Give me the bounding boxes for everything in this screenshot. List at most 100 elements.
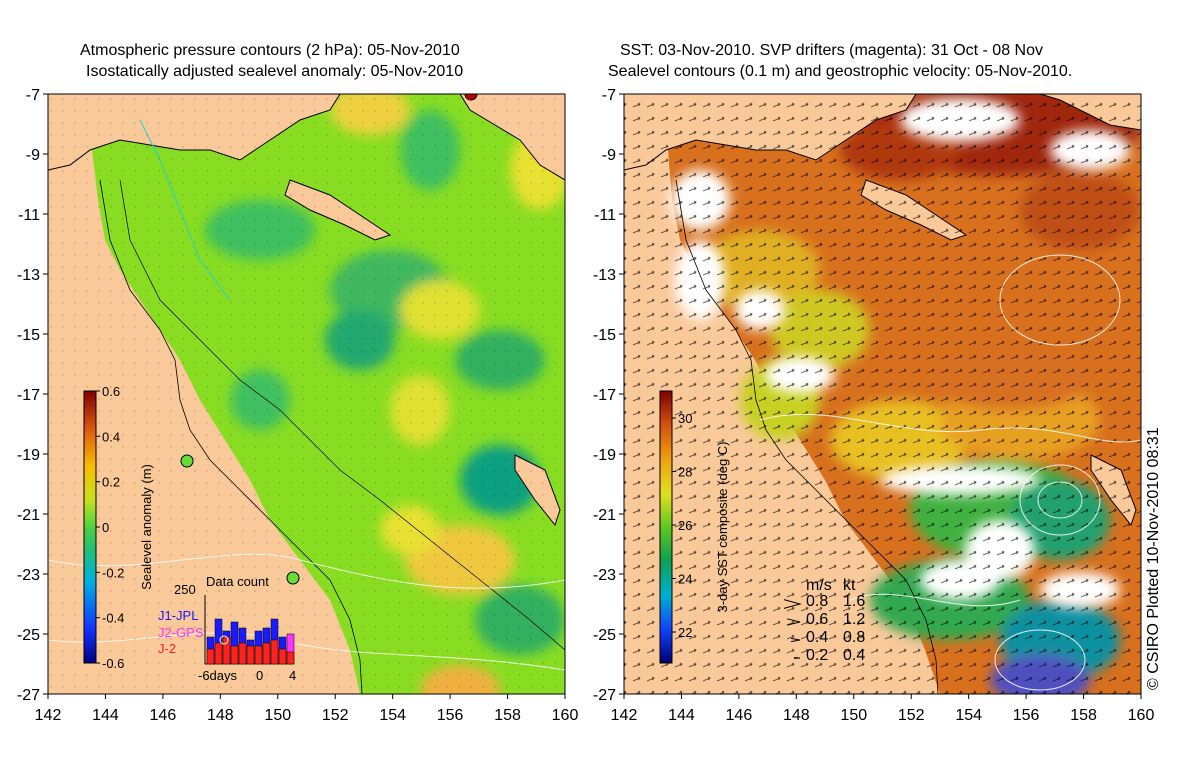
y-tick-label: -13 bbox=[17, 267, 40, 284]
velocity-key-arrow bbox=[793, 657, 801, 659]
data-count-bar-j2 bbox=[206, 648, 215, 665]
right-y-axis: -7 -9 -11 -13 -15 -17 -19 -21 -23 -25 -27 bbox=[593, 87, 624, 704]
y-tick-label: -17 bbox=[593, 387, 616, 404]
right-x-axis: 142 144 146 148 150 152 154 156 158 160 bbox=[611, 694, 1155, 724]
data-count-title: Data count bbox=[206, 574, 269, 589]
right-colorbar-label: 3-day SST composite (deg C) bbox=[715, 442, 730, 613]
x-tick-label: 156 bbox=[437, 707, 464, 724]
colorbar-tick-label: 30 bbox=[678, 411, 692, 426]
data-count-axis-start: -6days bbox=[198, 668, 238, 683]
velocity-key: m/s kt 0.8 1.60.6 1.20.4 0.80.2 0.4 bbox=[783, 577, 865, 664]
colorbar-tick-label: 28 bbox=[678, 465, 692, 480]
y-tick-label: -7 bbox=[602, 87, 616, 104]
left-title-line1: Atmospheric pressure contours (2 hPa): 0… bbox=[80, 42, 460, 59]
y-tick-label: -21 bbox=[593, 507, 616, 524]
data-count-max: 250 bbox=[174, 582, 196, 597]
velocity-key-ms-header: m/s bbox=[806, 577, 832, 594]
y-tick-label: -11 bbox=[594, 207, 616, 224]
left-colorbar bbox=[83, 390, 97, 664]
x-tick-label: 158 bbox=[1070, 707, 1097, 724]
y-tick-label: -7 bbox=[26, 87, 40, 104]
x-tick-label: 144 bbox=[668, 707, 695, 724]
velocity-key-kt-header: kt bbox=[843, 577, 856, 594]
data-count-bar-j2 bbox=[246, 645, 255, 665]
y-tick-label: -19 bbox=[593, 447, 616, 464]
y-tick-label: -13 bbox=[593, 267, 616, 284]
x-tick-label: 152 bbox=[898, 707, 925, 724]
x-tick-label: 146 bbox=[726, 707, 753, 724]
x-tick-label: 142 bbox=[611, 707, 638, 724]
data-count-legend-j: J-2 bbox=[158, 641, 176, 656]
right-title-line1: SST: 03-Nov-2010. SVP drifters (magenta)… bbox=[620, 42, 1043, 59]
right-colorbar bbox=[659, 390, 673, 664]
colorbar-tick-label: 0.4 bbox=[102, 429, 120, 444]
left-drifter-marker bbox=[464, 94, 478, 101]
x-tick-label: 152 bbox=[322, 707, 349, 724]
velocity-key-kt: 0.8 bbox=[843, 629, 865, 646]
y-tick-label: -19 bbox=[17, 447, 40, 464]
y-tick-label: -21 bbox=[17, 507, 40, 524]
velocity-key-kt: 0.4 bbox=[843, 647, 865, 664]
left-colorbar-label: Sealevel anomaly (m) bbox=[139, 464, 154, 590]
velocity-key-arrow bbox=[783, 599, 802, 609]
y-tick-label: -11 bbox=[18, 207, 40, 224]
velocity-key-ms: 0.2 bbox=[806, 647, 828, 664]
colorbar-tick-label: -0.2 bbox=[102, 565, 124, 580]
y-tick-label: -15 bbox=[593, 327, 616, 344]
right-sealevel-contours bbox=[759, 254, 1141, 691]
y-tick-label: -23 bbox=[593, 567, 616, 584]
data-count-bar-j2-overlay bbox=[286, 651, 295, 665]
y-tick-label: -27 bbox=[17, 687, 40, 704]
x-tick-label: 154 bbox=[379, 707, 406, 724]
left-dots bbox=[48, 94, 565, 694]
colorbar-tick-label: 0.6 bbox=[102, 384, 120, 399]
velocity-key-ms: 0.6 bbox=[806, 611, 828, 628]
x-tick-label: 148 bbox=[207, 707, 234, 724]
left-y-axis: -7 -9 -11 -13 -15 -17 -19 -21 -23 -25 -27 bbox=[17, 87, 48, 704]
x-tick-label: 142 bbox=[35, 707, 62, 724]
data-count-bar-j2 bbox=[278, 648, 287, 665]
right-velocity-arrows bbox=[624, 94, 1141, 694]
colorbar-tick-label: -0.4 bbox=[102, 611, 124, 626]
x-tick-label: 160 bbox=[552, 707, 579, 724]
y-tick-label: -15 bbox=[17, 327, 40, 344]
colorbar-tick-label: -0.6 bbox=[102, 656, 124, 671]
velocity-key-arrow bbox=[790, 637, 801, 643]
colorbar-tick-label: 24 bbox=[678, 572, 692, 587]
data-count-bar-j2 bbox=[214, 642, 223, 665]
colorbar-tick-label: 26 bbox=[678, 518, 692, 533]
left-title-line2: Isostatically adjusted sealevel anomaly:… bbox=[86, 63, 464, 80]
colorbar-tick-label: 22 bbox=[678, 625, 692, 640]
data-count-bar-j2 bbox=[238, 642, 247, 665]
data-count-axis-end: 4 bbox=[289, 668, 296, 683]
x-tick-label: 156 bbox=[1013, 707, 1040, 724]
data-count-circle bbox=[219, 635, 229, 645]
velocity-key-ms: 0.8 bbox=[806, 593, 828, 610]
data-count-inset: 250 Data count J1-JPL J2-GPS J-2 -6days … bbox=[158, 574, 296, 683]
data-count-bar-j2 bbox=[262, 642, 271, 665]
data-count-bar-j2 bbox=[270, 639, 279, 665]
x-tick-label: 144 bbox=[92, 707, 119, 724]
data-count-legend-j1: J1-JPL bbox=[158, 608, 198, 623]
colorbar-tick-label: 0.2 bbox=[102, 475, 120, 490]
data-count-legend-j2: J2-GPS bbox=[158, 625, 204, 640]
left-map bbox=[48, 94, 565, 694]
credit-text: © CSIRO Plotted 10-Nov-2010 08:31 bbox=[1145, 427, 1162, 690]
x-tick-label: 158 bbox=[494, 707, 521, 724]
data-count-bar-j2 bbox=[222, 636, 231, 665]
y-tick-label: -25 bbox=[593, 627, 616, 644]
right-colorbar-ticks: 30 28 26 24 22 bbox=[672, 411, 692, 640]
y-tick-label: -9 bbox=[602, 147, 616, 164]
x-tick-label: 154 bbox=[955, 707, 982, 724]
x-tick-label: 150 bbox=[264, 707, 291, 724]
y-tick-label: -25 bbox=[17, 627, 40, 644]
data-count-bar-j2 bbox=[254, 645, 263, 665]
data-count-bar-j2 bbox=[230, 645, 239, 665]
data-count-bars bbox=[206, 618, 295, 665]
y-tick-label: -27 bbox=[593, 687, 616, 704]
velocity-key-kt: 1.2 bbox=[843, 611, 865, 628]
left-tide-gauge-1 bbox=[180, 454, 194, 468]
velocity-key-ms: 0.4 bbox=[806, 629, 828, 646]
x-tick-label: 160 bbox=[1128, 707, 1155, 724]
x-tick-label: 150 bbox=[840, 707, 867, 724]
